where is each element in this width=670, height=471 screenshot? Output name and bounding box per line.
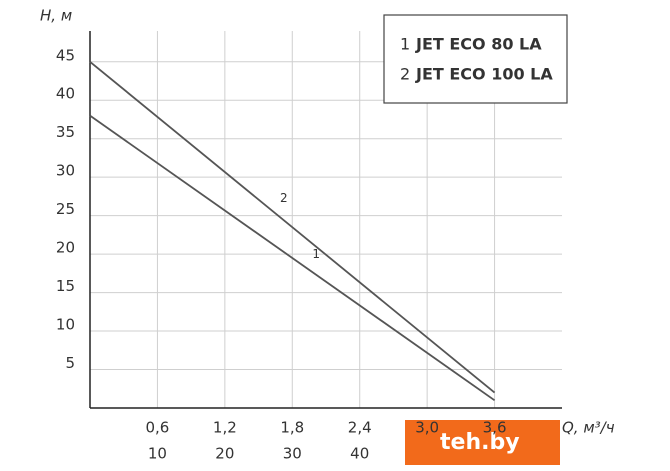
y-tick-label: 45 (56, 46, 75, 64)
x-tick-label: 2,4 (348, 419, 372, 437)
x2-tick-label: 30 (283, 445, 302, 463)
y-tick-label: 40 (56, 85, 75, 103)
series-label: 2 (280, 191, 288, 205)
series-line (89, 114, 496, 402)
x-tick-label: 1,8 (280, 419, 304, 437)
series-label: 1 (312, 247, 320, 261)
series-line (89, 61, 496, 394)
y-tick-label: 25 (56, 200, 75, 218)
y-tick-label: 10 (56, 316, 75, 334)
legend-label: JET ECO 80 LA (415, 35, 542, 54)
x-axis-label: Q, м³/ч (562, 419, 615, 437)
y-axis-label: H, м (40, 7, 72, 25)
y-tick-label: 5 (65, 354, 75, 372)
y-tick-label: 15 (56, 277, 75, 295)
x-tick-label: 3,6 (483, 419, 507, 437)
legend-number: 2 (400, 65, 410, 84)
y-tick-label: 30 (56, 162, 75, 180)
legend-number: 1 (400, 35, 410, 54)
legend-box (383, 14, 568, 104)
x2-tick-label: 40 (350, 445, 369, 463)
legend-label: JET ECO 100 LA (415, 65, 553, 84)
x2-tick-label: 20 (215, 445, 234, 463)
watermark-box (405, 420, 560, 465)
watermark: teh.by (440, 430, 520, 455)
x-tick-label: 3,0 (415, 419, 439, 437)
y-tick-label: 35 (56, 123, 75, 141)
x-tick-label: 1,2 (213, 419, 237, 437)
y-tick-label: 20 (56, 239, 75, 257)
x-tick-label: 0,6 (145, 419, 169, 437)
x2-tick-label: 10 (148, 445, 167, 463)
